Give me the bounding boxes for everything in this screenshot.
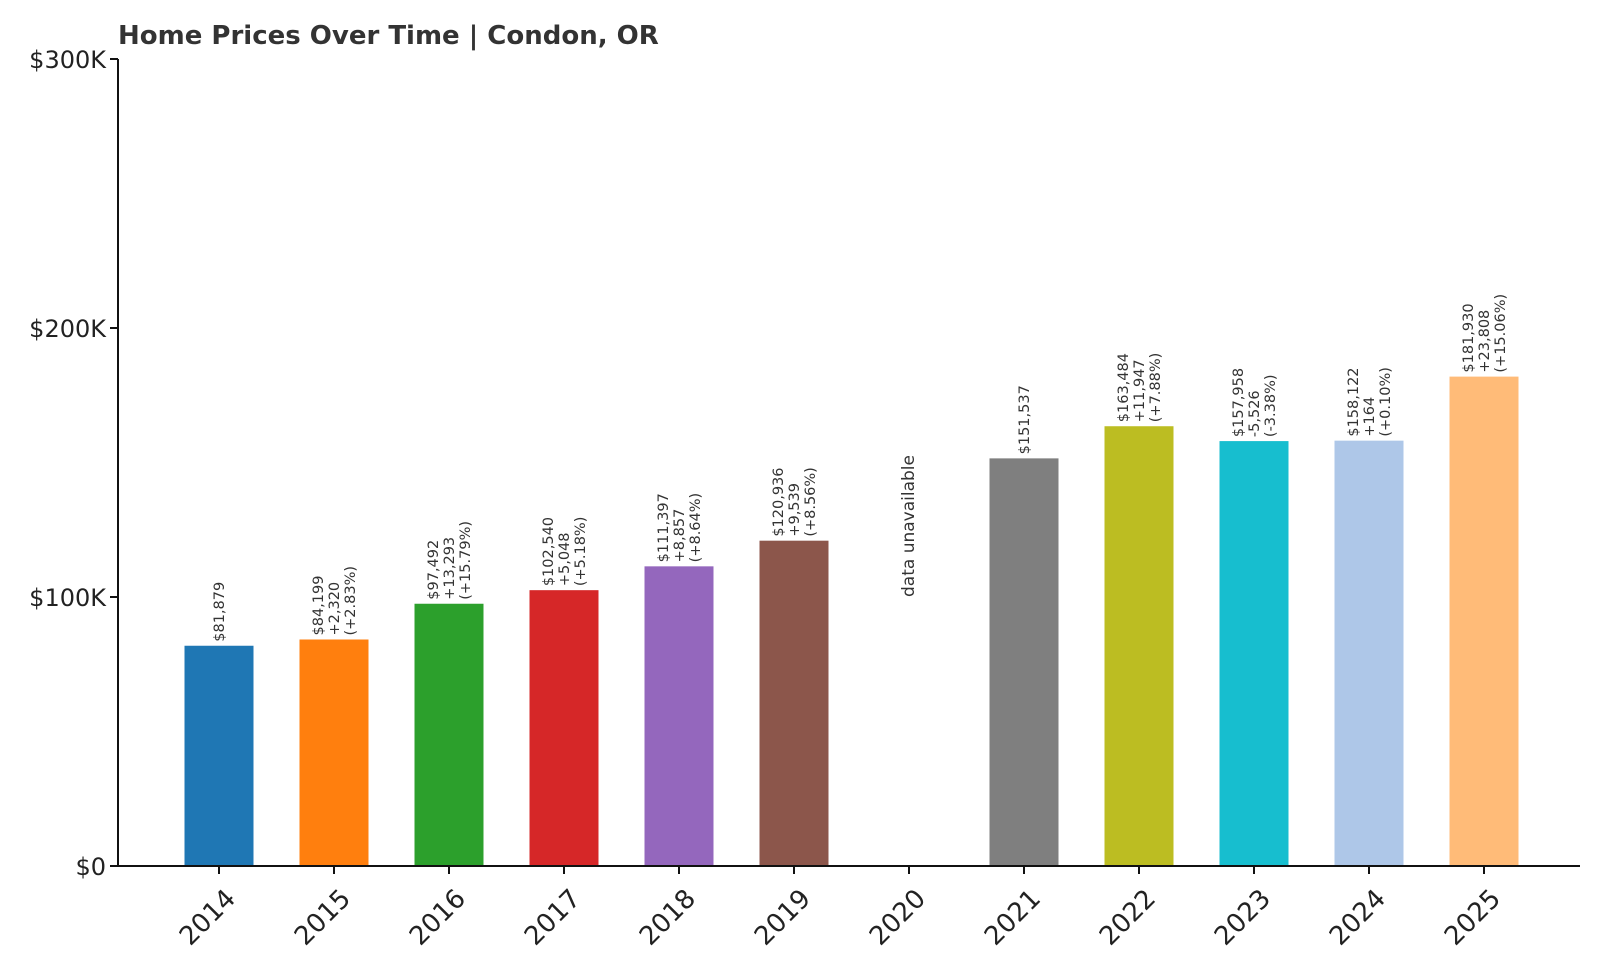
- data-labels-group: $81,879 $84,199 +2,320 (+2.83%) $97,492 +13,2…: [212, 294, 1509, 642]
- x-tick-label: 2022: [1094, 884, 1162, 952]
- x-axis: 2014 2015 2016 2017 2018 2019 2020 2021 2022 2023…: [174, 866, 1507, 952]
- bar: [644, 566, 714, 866]
- data-label: (+5.18%): [573, 517, 589, 587]
- data-label: $84,199: [311, 576, 327, 636]
- data-label: $120,936: [771, 467, 787, 536]
- bar: [529, 590, 599, 866]
- x-tick-label: 2017: [519, 884, 587, 952]
- bars-group: [184, 376, 1519, 866]
- data-label: +5,048: [557, 532, 573, 586]
- data-label: $102,540: [541, 517, 557, 586]
- data-label: (+15.06%): [1493, 294, 1509, 373]
- data-label: +11,947: [1132, 359, 1148, 422]
- data-label: +164: [1362, 397, 1378, 437]
- bar: [989, 458, 1059, 866]
- x-tick-label: 2019: [749, 884, 817, 952]
- y-tick-label: $200K: [29, 315, 107, 343]
- data-label: $181,930: [1461, 303, 1477, 372]
- data-label: (+7.88%): [1148, 353, 1164, 423]
- bar: [299, 639, 369, 866]
- data-label: $111,397: [656, 493, 672, 562]
- x-tick-label: 2023: [1209, 884, 1277, 952]
- bar: [184, 645, 254, 866]
- data-label: +13,293: [442, 537, 458, 600]
- y-tick-label: $0: [75, 853, 106, 881]
- data-label: (+8.64%): [688, 493, 704, 563]
- data-label: $81,879: [212, 582, 228, 642]
- no-data-label: data unavailable: [899, 455, 919, 597]
- data-label: +9,539: [787, 483, 803, 537]
- x-tick-label: 2016: [404, 884, 472, 952]
- chart-title: Home Prices Over Time | Condon, OR: [118, 21, 659, 51]
- data-label: $151,537: [1017, 385, 1033, 454]
- data-label: +23,808: [1477, 310, 1493, 373]
- data-label: $157,958: [1231, 368, 1247, 437]
- y-tick-label: $300K: [29, 46, 107, 74]
- x-tick-label: 2024: [1324, 884, 1392, 952]
- x-tick-label: 2018: [634, 884, 702, 952]
- data-label: -5,526: [1247, 390, 1263, 437]
- data-label: (+2.83%): [343, 566, 359, 636]
- x-tick-label: 2014: [174, 884, 242, 952]
- x-tick-label: 2015: [289, 884, 357, 952]
- bar: [1334, 440, 1404, 866]
- bar: [1219, 441, 1289, 866]
- data-label: $163,484: [1116, 353, 1132, 422]
- y-tick-label: $100K: [29, 584, 107, 612]
- data-label: $158,122: [1346, 367, 1362, 436]
- x-tick-label: 2020: [864, 884, 932, 952]
- data-label: (+15.79%): [458, 521, 474, 600]
- bar: [1104, 426, 1174, 866]
- data-label: (-3.38%): [1263, 374, 1279, 437]
- x-tick-label: 2025: [1439, 884, 1507, 952]
- data-label: +2,320: [327, 582, 343, 636]
- y-axis: $0 $100K $200K $300K: [29, 46, 1580, 881]
- bar: [414, 603, 484, 866]
- data-label: $97,492: [426, 540, 442, 600]
- data-label: +8,857: [672, 509, 688, 563]
- data-label: (+0.10%): [1378, 367, 1394, 437]
- bar: [1449, 376, 1519, 866]
- bar: [759, 540, 829, 866]
- data-label: (+8.56%): [803, 467, 819, 537]
- x-tick-label: 2021: [979, 884, 1047, 952]
